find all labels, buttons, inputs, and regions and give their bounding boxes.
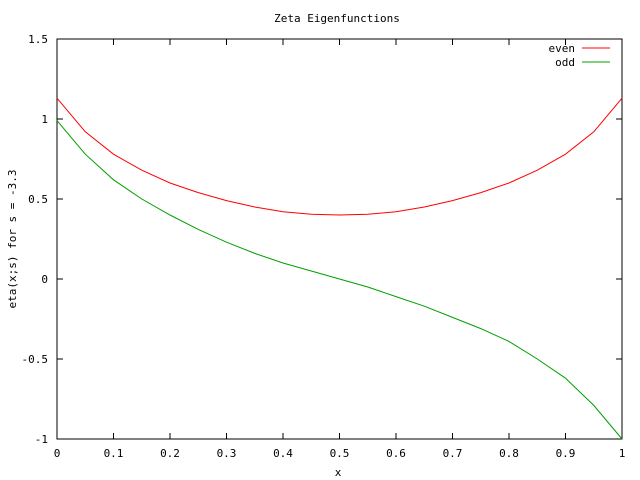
x-tick-label: 0.7 xyxy=(443,447,463,460)
x-tick-label: 0 xyxy=(54,447,61,460)
chart-title: Zeta Eigenfunctions xyxy=(274,12,400,25)
x-tick-label: 1 xyxy=(619,447,626,460)
plot-frame xyxy=(56,38,623,440)
y-tick-label: -1 xyxy=(35,433,48,446)
y-tick-label: 1 xyxy=(41,113,48,126)
x-tick-label: 0.6 xyxy=(386,447,406,460)
y-tick-label: 0 xyxy=(41,273,48,286)
series-line-odd xyxy=(56,120,623,440)
y-tick-label: 0.5 xyxy=(28,193,48,206)
plot-border xyxy=(56,38,623,440)
x-tick-label: 0.4 xyxy=(273,447,293,460)
x-axis-label: x xyxy=(335,466,342,479)
x-tick-label: 0.3 xyxy=(217,447,237,460)
x-tick-label: 0.5 xyxy=(330,447,350,460)
x-tick-label: 0.2 xyxy=(160,447,180,460)
series-line-even xyxy=(56,97,623,216)
legend-label-odd: odd xyxy=(555,56,575,69)
y-tick-label: -0.5 xyxy=(22,353,49,366)
x-tick-label: 0.1 xyxy=(104,447,124,460)
axis-ticks: 0 0.1 0.2 0.3 0.4 0.5 0.6 0.7 0.8 0.9 1 -1 -0.5 0 0.5 1… xyxy=(22,33,626,460)
series-lines xyxy=(56,97,623,440)
x-tick-label: 0.9 xyxy=(556,447,576,460)
y-axis-label: eta(x;s) for s = -3.3 xyxy=(6,169,19,308)
legend-label-even: even xyxy=(549,42,576,55)
y-tick-label: 1.5 xyxy=(28,33,48,46)
x-tick-label: 0.8 xyxy=(499,447,519,460)
